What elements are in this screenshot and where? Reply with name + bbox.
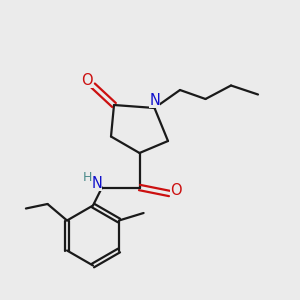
Text: N: N: [91, 176, 102, 191]
Text: H: H: [82, 171, 92, 184]
Text: N: N: [149, 93, 160, 108]
Text: O: O: [170, 183, 182, 198]
Text: O: O: [81, 73, 93, 88]
